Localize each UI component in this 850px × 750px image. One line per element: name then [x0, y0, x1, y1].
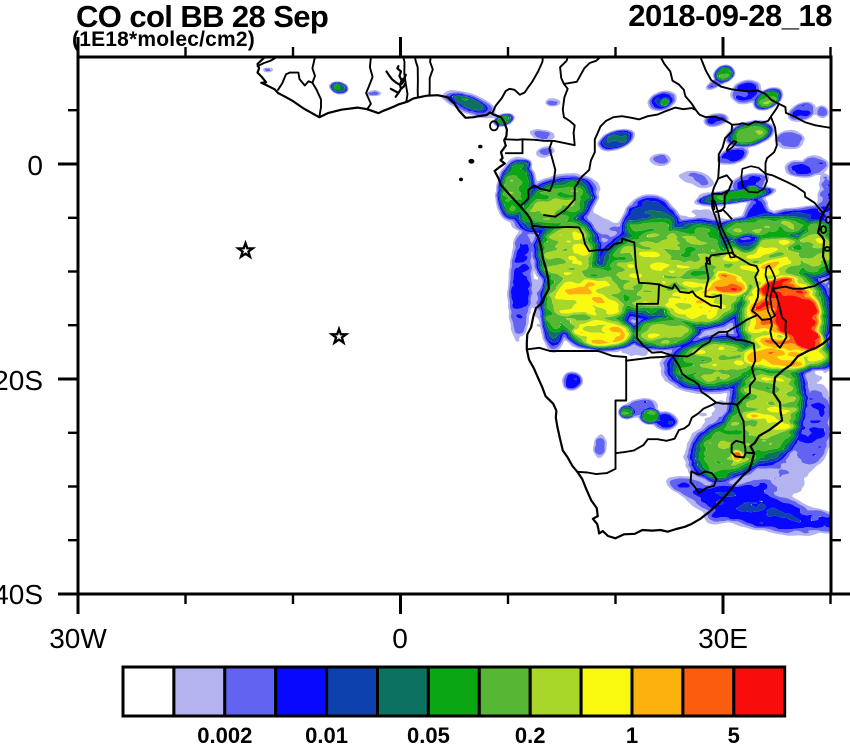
svg-text:0.01: 0.01 — [305, 723, 348, 748]
svg-text:2018-09-28_18: 2018-09-28_18 — [628, 0, 832, 33]
svg-text:(1E18*molec/cm2): (1E18*molec/cm2) — [72, 28, 255, 51]
svg-text:30W: 30W — [49, 623, 107, 654]
svg-text:0: 0 — [392, 623, 408, 654]
svg-text:30E: 30E — [698, 623, 748, 654]
svg-text:20S: 20S — [0, 365, 43, 396]
svg-text:0.05: 0.05 — [407, 723, 450, 748]
svg-text:40S: 40S — [0, 579, 43, 610]
svg-text:5: 5 — [728, 723, 740, 748]
svg-text:0.002: 0.002 — [197, 723, 252, 748]
svg-text:0.2: 0.2 — [515, 723, 546, 748]
svg-text:CO col BB 28 Sep: CO col BB 28 Sep — [76, 0, 328, 34]
svg-text:1: 1 — [626, 723, 638, 748]
svg-text:0: 0 — [27, 150, 43, 181]
